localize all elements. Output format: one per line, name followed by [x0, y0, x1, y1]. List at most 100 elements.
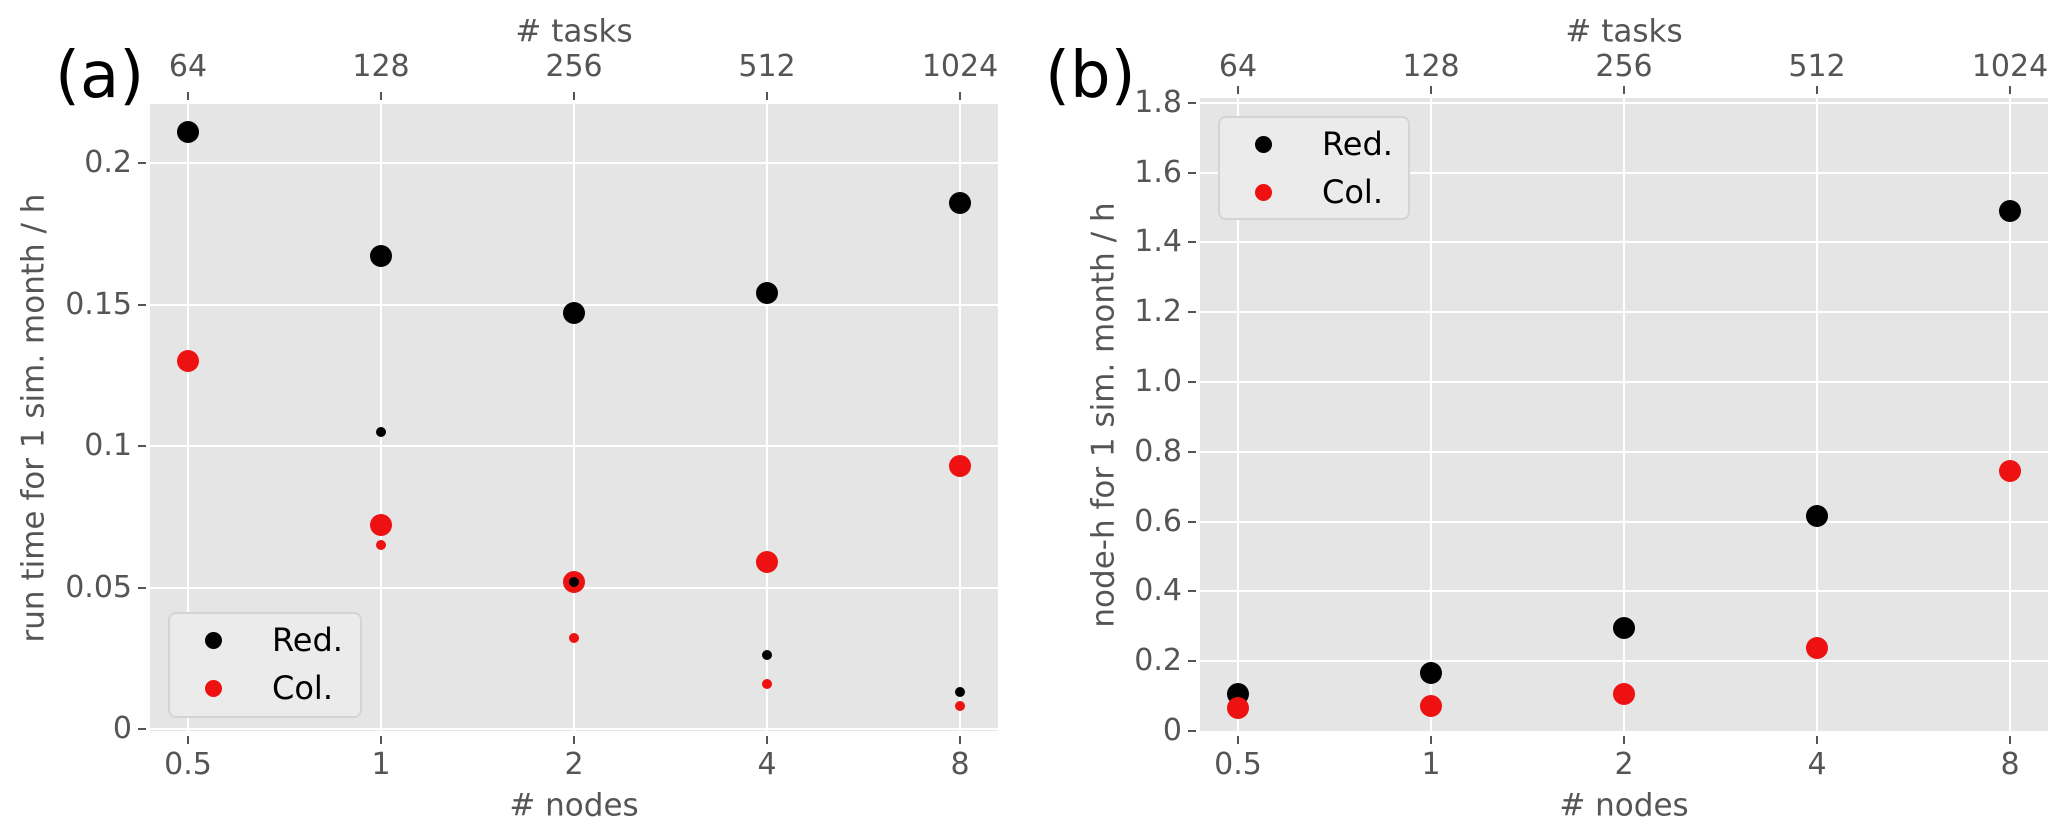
y-tick-mark [1188, 520, 1196, 523]
y-tick-label: 1.2 [1134, 294, 1182, 330]
top-axis-title-b: # tasks [1565, 13, 1683, 50]
data-point [949, 191, 971, 214]
y-tick-label: 0.4 [1134, 573, 1182, 609]
y-tick-label: 0.2 [1134, 643, 1182, 679]
data-point [1999, 459, 2021, 482]
gridline-horizontal [150, 728, 998, 730]
legend-b [1218, 116, 1410, 220]
bottom-tick-label: 8 [950, 747, 970, 782]
data-point [370, 514, 392, 537]
bottom-tick-mark [1623, 736, 1625, 744]
data-point [1420, 661, 1442, 684]
bottom-tick-label: 1 [1421, 747, 1441, 782]
y-tick-label: 0.05 [65, 569, 132, 605]
top-tick-mark [1237, 86, 1239, 94]
legend-item-label: Col. [272, 669, 333, 707]
gridline-horizontal [1200, 171, 2048, 174]
bottom-tick-mark [959, 736, 961, 744]
top-tick-label: 1024 [921, 49, 999, 84]
data-point [762, 650, 772, 661]
data-point [756, 551, 778, 574]
gridline-vertical [1237, 98, 1239, 731]
y-axis-label-b: node-h for 1 sim. month / h [1085, 201, 1122, 628]
bottom-tick-label: 0.5 [164, 747, 212, 782]
bottom-tick-label: 4 [1807, 747, 1827, 782]
top-tick-label: 128 [352, 49, 410, 84]
data-point [569, 633, 579, 644]
panel-label-a: (a) [55, 39, 145, 113]
top-tick-mark [187, 92, 189, 100]
gridline-horizontal [1200, 590, 2048, 593]
top-tick-label: 256 [1595, 49, 1653, 84]
top-tick-mark [380, 92, 382, 100]
y-tick-mark [1188, 311, 1196, 314]
data-point [376, 426, 386, 437]
bottom-tick-mark [1237, 736, 1239, 744]
y-tick-mark [1188, 660, 1196, 663]
x-axis-label-a: # nodes [509, 787, 639, 824]
bottom-tick-mark [766, 736, 768, 744]
top-tick-mark [2009, 86, 2011, 94]
data-point [1613, 617, 1635, 640]
gridline-horizontal [1200, 660, 2048, 663]
data-point [955, 701, 965, 712]
data-point [569, 576, 579, 587]
top-tick-label: 512 [1788, 49, 1846, 84]
gridline-horizontal [1200, 241, 2048, 244]
data-point [177, 120, 199, 143]
data-point [370, 245, 392, 268]
gridline-horizontal [150, 162, 998, 164]
data-point [177, 350, 199, 373]
top-tick-label: 256 [545, 49, 603, 84]
y-tick-label: 1.8 [1134, 84, 1182, 120]
y-tick-mark [1188, 590, 1196, 593]
y-tick-mark [1188, 730, 1196, 732]
legend-item-label: Red. [272, 621, 343, 659]
y-tick-label: 0.1 [84, 428, 132, 463]
bottom-tick-label: 8 [2000, 747, 2020, 782]
y-tick-label: 1.6 [1134, 154, 1182, 190]
y-tick-label: 0.15 [65, 286, 132, 322]
gridline-horizontal [1200, 381, 2048, 383]
data-point [949, 454, 971, 477]
y-tick-label: 0 [112, 711, 132, 746]
data-point [1806, 636, 1828, 659]
data-point [1806, 505, 1828, 528]
y-tick-label: 1.0 [1134, 364, 1182, 399]
gridline-vertical [1623, 98, 1625, 731]
data-point [1227, 697, 1249, 720]
legend-marker-dot [1254, 183, 1272, 201]
bottom-tick-mark [1816, 736, 1818, 744]
data-point [762, 678, 772, 689]
y-tick-mark [138, 162, 146, 164]
data-point [1420, 694, 1442, 717]
panel-label-b: (b) [1045, 39, 1136, 113]
top-tick-label: 512 [738, 49, 796, 84]
bottom-tick-label: 1 [371, 747, 391, 782]
top-tick-mark [959, 92, 961, 100]
top-tick-mark [1623, 86, 1625, 94]
data-point [955, 687, 965, 698]
bottom-tick-mark [380, 736, 382, 744]
y-axis-label-a: run time for 1 sim. month / h [15, 193, 52, 642]
y-tick-mark [1188, 450, 1196, 453]
y-tick-mark [1188, 241, 1196, 244]
top-tick-mark [1816, 86, 1818, 94]
data-point [756, 282, 778, 305]
y-tick-mark [138, 445, 146, 447]
gridline-vertical [766, 104, 768, 731]
legend-a [168, 612, 362, 718]
bottom-tick-mark [2009, 736, 2011, 744]
y-tick-mark [1188, 381, 1196, 383]
data-point [1613, 683, 1635, 706]
top-tick-mark [1430, 86, 1432, 94]
top-axis-title-a: # tasks [515, 13, 633, 50]
gridline-vertical [2009, 98, 2011, 731]
gridline-horizontal [1200, 520, 2048, 523]
gridline-vertical [573, 104, 575, 731]
data-point [376, 540, 386, 551]
legend-marker-dot [1254, 135, 1272, 153]
bottom-tick-label: 4 [757, 747, 777, 782]
top-tick-label: 128 [1402, 49, 1460, 84]
bottom-tick-label: 2 [1614, 747, 1634, 782]
